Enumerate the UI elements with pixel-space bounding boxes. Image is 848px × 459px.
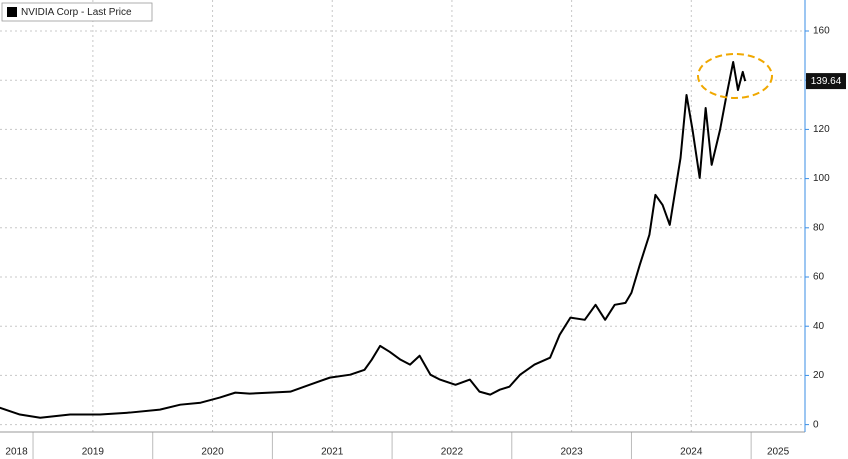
price-line (0, 61, 747, 419)
x-tick-label: 2024 (680, 447, 703, 458)
x-tick-label: 2020 (201, 447, 224, 458)
x-tick-label: 2025 (767, 447, 790, 458)
x-tick-label: 2018 (5, 447, 28, 458)
y-tick-label: 0 (813, 419, 819, 430)
x-tick-label: 2019 (82, 447, 105, 458)
legend (1, 2, 153, 22)
y-tick-label: 160 (813, 26, 830, 37)
last-price-label: 139.64 (811, 76, 842, 87)
x-tick-label: 2022 (441, 447, 464, 458)
x-tick-label: 2021 (321, 447, 344, 458)
y-tick-label: 120 (813, 124, 830, 135)
y-tick-label: 20 (813, 370, 825, 381)
legend-label: NVIDIA Corp - Last Price (21, 7, 132, 18)
y-tick-label: 40 (813, 321, 825, 332)
y-tick-label: 60 (813, 272, 825, 283)
y-tick-label: 80 (813, 222, 825, 233)
x-tick-label: 2023 (560, 447, 583, 458)
highlight-ellipse (697, 53, 773, 99)
plot: 0204060801001201401602018201920202021202… (0, 0, 830, 459)
last-price-tag (806, 73, 846, 90)
y-tick-label: 100 (813, 173, 830, 184)
legend-swatch (7, 7, 17, 17)
